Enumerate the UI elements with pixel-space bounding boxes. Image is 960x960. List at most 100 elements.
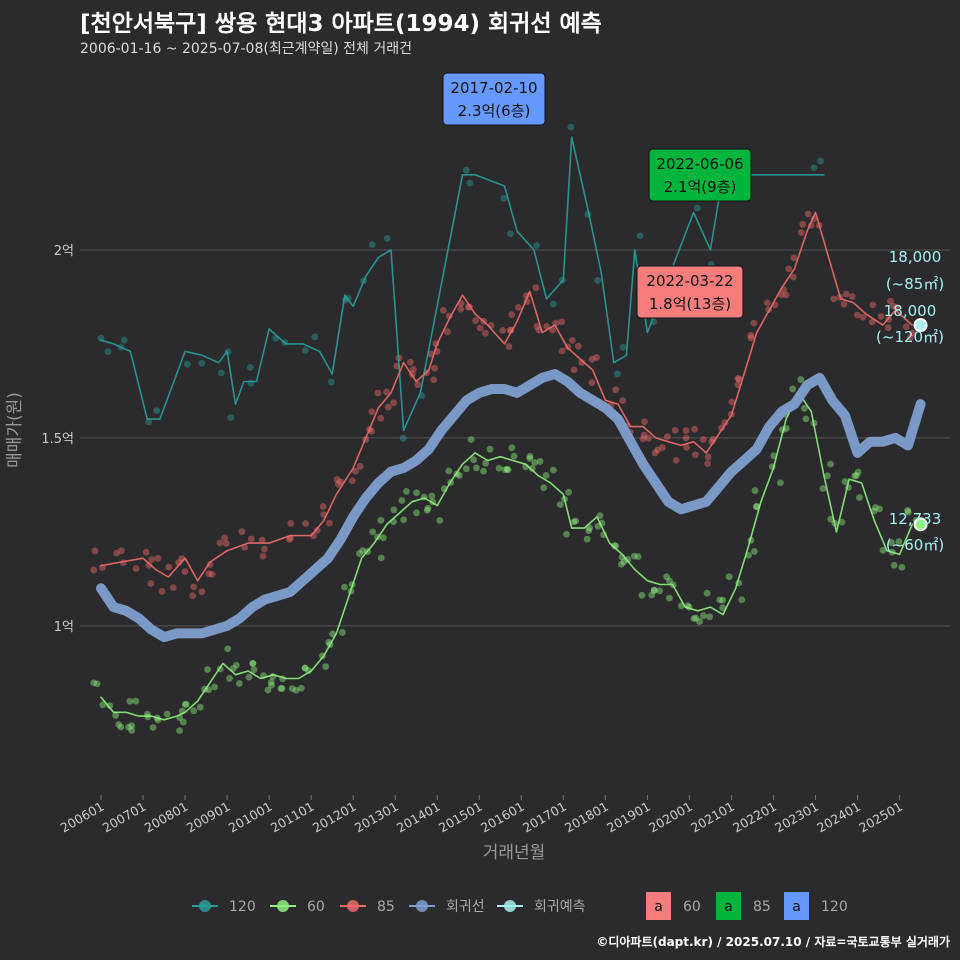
data-point — [462, 465, 470, 473]
data-point — [341, 583, 348, 591]
data-point — [301, 347, 309, 354]
data-point — [106, 702, 114, 710]
data-point — [443, 328, 451, 336]
data-point — [790, 254, 798, 262]
data-point — [619, 343, 627, 351]
data-point — [666, 577, 673, 585]
data-point — [578, 359, 586, 366]
data-point — [179, 718, 187, 726]
data-point — [594, 277, 602, 284]
data-point — [384, 403, 392, 411]
data-point — [259, 552, 267, 560]
data-point — [859, 313, 867, 321]
data-point — [610, 542, 618, 549]
annotation-box — [636, 265, 744, 319]
data-point — [327, 378, 335, 386]
data-point — [288, 685, 296, 693]
prediction-markers: 18,000 (~85㎡) 18,000 (~120㎡) 12,733 (~60㎡) — [876, 248, 944, 554]
x-tick-label: 201801 — [562, 799, 611, 836]
data-point — [719, 604, 727, 612]
data-point — [630, 552, 638, 560]
data-point — [377, 414, 385, 422]
data-point — [700, 612, 707, 620]
x-tick-label: 202501 — [856, 799, 905, 836]
data-point — [802, 415, 810, 423]
legend-item-60: 60 — [270, 899, 325, 915]
data-point — [400, 516, 408, 524]
data-point — [586, 524, 593, 532]
data-point — [499, 327, 507, 334]
data-point — [476, 324, 484, 332]
data-point — [104, 348, 112, 356]
data-point — [117, 547, 125, 555]
data-point — [128, 726, 136, 734]
data-point — [692, 614, 700, 622]
data-point — [190, 707, 198, 715]
data-point — [126, 697, 134, 705]
data-point — [533, 322, 541, 330]
data-point — [645, 434, 652, 442]
data-point — [466, 179, 474, 187]
x-tick-label: 202401 — [814, 799, 863, 836]
legend-label: 120 — [821, 899, 848, 915]
data-point — [245, 673, 253, 681]
data-point — [782, 291, 790, 299]
x-tick-label: 201201 — [310, 799, 359, 836]
data-point — [247, 535, 255, 543]
data-point — [823, 472, 831, 480]
data-point — [390, 399, 398, 407]
data-point — [505, 343, 513, 350]
data-point — [789, 385, 797, 393]
legend-marker — [199, 900, 211, 912]
prediction-area: (~60㎡) — [886, 536, 944, 554]
legend-label: 60 — [307, 899, 325, 915]
legend-swatch-letter: a — [792, 899, 801, 915]
data-point — [473, 464, 480, 472]
data-point — [613, 370, 621, 378]
data-point — [770, 452, 778, 460]
x-axis-label: 거래년월 — [483, 843, 546, 863]
data-point — [848, 293, 856, 300]
data-point — [596, 512, 604, 520]
annotation-box — [648, 148, 752, 202]
data-point — [840, 300, 848, 308]
data-point — [895, 538, 903, 545]
data-point — [500, 194, 508, 202]
data-point — [423, 506, 431, 514]
data-point — [583, 535, 591, 543]
data-point — [528, 465, 536, 472]
data-point — [90, 679, 98, 687]
data-point — [789, 273, 797, 281]
data-point — [619, 397, 626, 405]
x-tick-label: 202301 — [772, 799, 821, 836]
data-point — [470, 456, 477, 464]
series-line-회귀선 — [96, 369, 926, 643]
data-point — [719, 596, 727, 604]
data-point — [540, 484, 548, 492]
data-point — [264, 686, 272, 694]
data-point — [879, 546, 887, 554]
data-point — [648, 591, 656, 599]
data-point — [374, 389, 382, 397]
legend-box-60: a 60 — [646, 892, 701, 920]
x-tick-label: 201501 — [436, 799, 485, 836]
data-point — [703, 589, 711, 597]
data-point — [261, 545, 268, 553]
data-point — [379, 534, 387, 542]
data-point — [682, 434, 690, 442]
data-point — [747, 331, 755, 339]
data-point — [671, 427, 679, 434]
data-point — [165, 563, 173, 571]
series-lines — [96, 136, 926, 721]
data-point — [887, 297, 894, 305]
data-point — [462, 166, 470, 174]
data-point — [431, 364, 439, 372]
data-point — [751, 487, 759, 494]
x-tick-label: 201001 — [226, 799, 275, 836]
data-point — [368, 408, 376, 416]
data-point — [799, 220, 807, 228]
data-point — [817, 157, 824, 165]
legend-marker — [277, 900, 289, 912]
data-point — [510, 452, 518, 460]
data-point — [383, 234, 391, 242]
